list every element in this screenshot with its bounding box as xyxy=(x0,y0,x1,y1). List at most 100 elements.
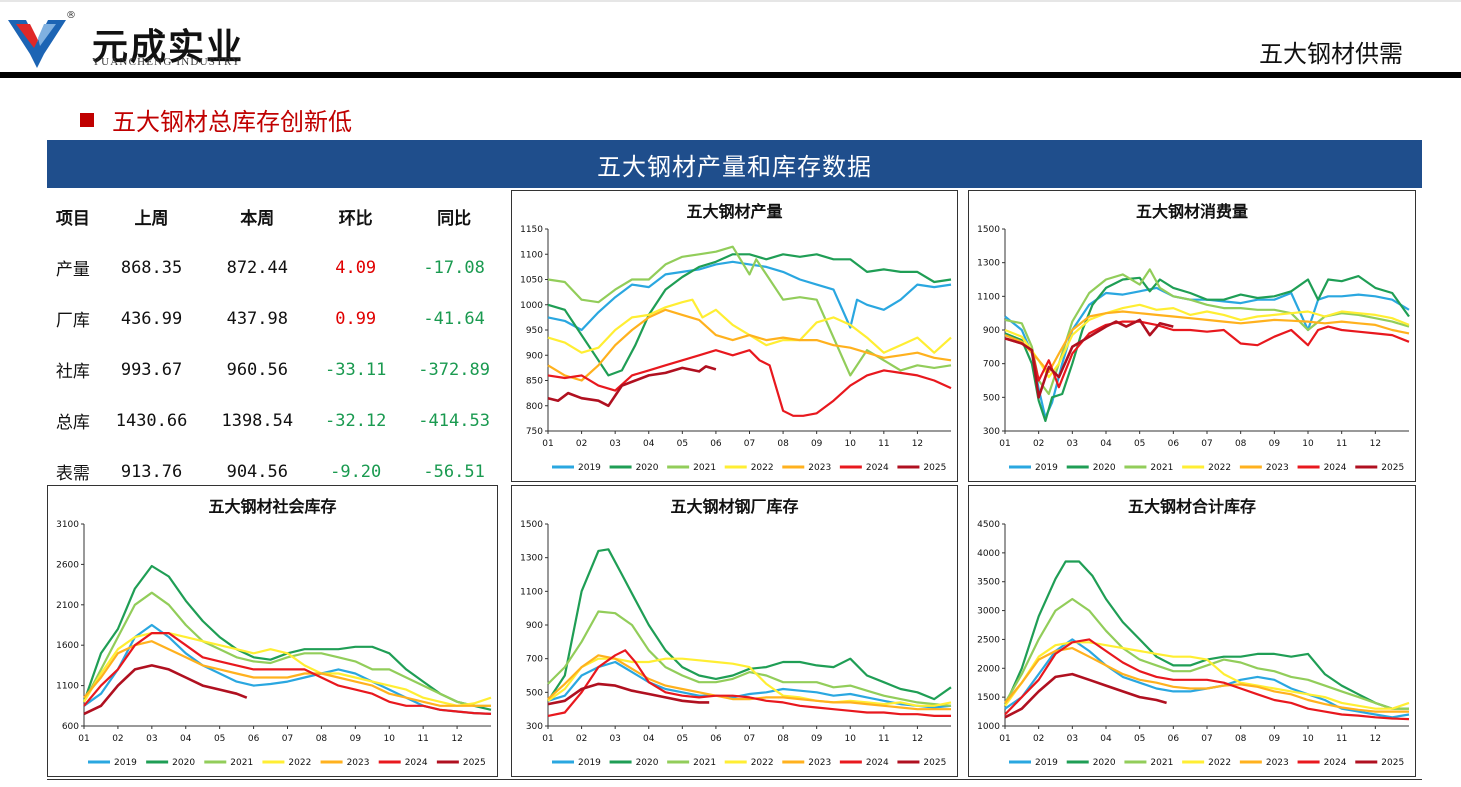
y-tick-label: 3500 xyxy=(977,578,1000,588)
x-tick-label: 10 xyxy=(1302,734,1314,744)
series-line-2020 xyxy=(1003,560,1409,710)
y-tick-label: 4500 xyxy=(977,520,1000,530)
x-tick-label: 02 xyxy=(576,734,587,744)
cell-wow: -33.11 xyxy=(324,359,387,380)
registered-mark: ® xyxy=(66,10,76,21)
x-tick-label: 07 xyxy=(1201,439,1212,449)
cell-wow: -32.12 xyxy=(324,410,387,431)
y-tick-label: 1300 xyxy=(977,259,1000,269)
x-tick-label: 09 xyxy=(350,734,362,744)
x-tick-label: 04 xyxy=(643,439,655,449)
legend-label: 2023 xyxy=(1266,758,1289,768)
x-tick-label: 06 xyxy=(1168,439,1180,449)
legend-label: 2019 xyxy=(1035,463,1058,473)
series-line-2019 xyxy=(547,660,952,709)
y-tick-label: 1500 xyxy=(977,693,1000,703)
cell-this-week: 904.56 xyxy=(226,461,288,482)
x-tick-label: 08 xyxy=(777,439,789,449)
legend-label: 2020 xyxy=(1093,758,1116,768)
col-header-yoy: 同比 xyxy=(437,208,472,229)
footer-line xyxy=(47,779,1422,780)
cell-this-week: 960.56 xyxy=(226,359,288,380)
x-tick-label: 12 xyxy=(1370,439,1381,449)
legend-label: 2020 xyxy=(1093,463,1116,473)
y-tick-label: 500 xyxy=(526,688,543,698)
y-tick-label: 800 xyxy=(526,402,543,412)
chart-title: 五大钢材钢厂库存 xyxy=(670,497,798,516)
cell-yoy: -17.08 xyxy=(423,257,485,278)
chart-title: 五大钢材产量 xyxy=(686,202,782,221)
x-tick-label: 07 xyxy=(282,734,293,744)
y-tick-label: 1000 xyxy=(977,722,1000,732)
chart-mill-inventory: 五大钢材钢厂库存 300 500 700 900 1100 1300 1500 01 02 03 04… xyxy=(511,485,958,777)
x-tick-label: 04 xyxy=(1100,439,1112,449)
y-tick-label: 2500 xyxy=(977,635,1000,645)
y-tick-label: 1500 xyxy=(520,520,543,530)
col-header-this-week: 本周 xyxy=(240,208,275,229)
y-tick-label: 2100 xyxy=(56,601,79,611)
legend-label: 2022 xyxy=(1208,758,1231,768)
x-tick-label: 12 xyxy=(1370,734,1381,744)
y-tick-label: 750 xyxy=(526,427,543,437)
chart-production-svg: 五大钢材产量 750 800 850 900 950 1000 1050 1100 1150 01 0… xyxy=(520,202,952,473)
x-tick-label: 02 xyxy=(1033,439,1044,449)
x-tick-label: 03 xyxy=(146,734,157,744)
series-line-2021 xyxy=(547,245,952,377)
table-row: 表需 913.76 904.56 -9.20 -56.51 xyxy=(47,446,507,497)
cell-last-week: 436.99 xyxy=(120,308,183,329)
chart-social-inventory-svg: 五大钢材社会库存 600 1100 1600 2100 2600 3100 01 02 03 04 0… xyxy=(56,497,492,768)
cell-last-week: 993.67 xyxy=(120,359,183,380)
series-line-2025 xyxy=(1004,318,1174,399)
x-tick-label: 12 xyxy=(451,734,462,744)
data-banner: 五大钢材产量和库存数据 xyxy=(47,140,1422,188)
summary-table: 项目 上周 本周 环比 同比 产量 868.35 872.44 4.09 -17… xyxy=(47,190,507,497)
series-line-2023 xyxy=(1004,310,1410,374)
x-tick-label: 11 xyxy=(878,439,889,449)
chart-social-inventory: 五大钢材社会库存 600 1100 1600 2100 2600 3100 01 02 03 04 0… xyxy=(47,485,498,777)
row-label: 产量 xyxy=(55,260,90,280)
x-tick-label: 06 xyxy=(710,734,722,744)
x-tick-label: 02 xyxy=(112,734,123,744)
series-line-2024 xyxy=(83,632,492,715)
x-tick-label: 01 xyxy=(542,439,553,449)
col-header-wow: 环比 xyxy=(338,208,373,229)
x-tick-label: 09 xyxy=(1269,734,1281,744)
y-tick-label: 2600 xyxy=(56,560,79,570)
x-tick-label: 04 xyxy=(180,734,192,744)
x-tick-label: 05 xyxy=(214,734,225,744)
y-tick-label: 1150 xyxy=(520,225,543,235)
cell-wow: 0.99 xyxy=(335,308,377,329)
series-line-2025 xyxy=(547,365,717,408)
bullet-square-icon xyxy=(80,112,94,127)
x-tick-label: 03 xyxy=(1067,439,1078,449)
company-logo-icon xyxy=(8,20,66,68)
legend-label: 2019 xyxy=(114,758,137,768)
series-line-2022 xyxy=(547,298,952,354)
x-tick-label: 02 xyxy=(1033,734,1044,744)
x-tick-label: 04 xyxy=(643,734,655,744)
cell-last-week: 913.76 xyxy=(120,461,183,482)
x-tick-label: 06 xyxy=(710,439,722,449)
legend-label: 2020 xyxy=(636,758,659,768)
legend-label: 2025 xyxy=(923,463,946,473)
y-tick-label: 700 xyxy=(983,360,1000,370)
x-tick-label: 10 xyxy=(1302,439,1314,449)
x-tick-label: 10 xyxy=(384,734,396,744)
page-title: 五大钢材供需 xyxy=(1259,40,1403,68)
cell-wow: -9.20 xyxy=(330,461,382,482)
chart-mill-inventory-svg: 五大钢材钢厂库存 300 500 700 900 1100 1300 1500 01 02 03 04… xyxy=(520,497,952,768)
x-tick-label: 07 xyxy=(744,439,755,449)
y-tick-label: 300 xyxy=(526,722,543,732)
y-tick-label: 850 xyxy=(526,377,543,387)
series-line-2022 xyxy=(1004,303,1410,379)
legend-label: 2019 xyxy=(578,758,601,768)
table-row: 总库 1430.66 1398.54 -32.12 -414.53 xyxy=(47,395,507,446)
legend-label: 2021 xyxy=(230,758,253,768)
legend-label: 2023 xyxy=(1266,463,1289,473)
cell-this-week: 437.98 xyxy=(226,308,288,329)
x-tick-label: 02 xyxy=(576,439,587,449)
legend-label: 2020 xyxy=(172,758,195,768)
y-tick-label: 4000 xyxy=(977,549,1000,559)
series-line-2021 xyxy=(1004,597,1409,710)
x-tick-label: 01 xyxy=(999,439,1010,449)
